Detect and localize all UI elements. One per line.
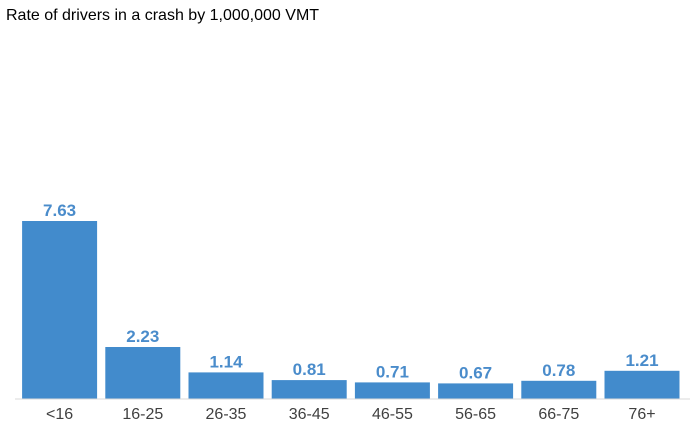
bar-value-label: 0.81 <box>293 360 326 379</box>
x-tick-label: <16 <box>46 406 73 423</box>
x-tick-label: 36-45 <box>289 406 330 423</box>
bar-value-label: 2.23 <box>126 327 159 346</box>
x-tick-label: 66-75 <box>538 406 579 423</box>
bar-value-label: 1.14 <box>209 352 243 371</box>
x-tick-label: 16-25 <box>122 406 163 423</box>
bar-5 <box>354 382 430 399</box>
bar-value-label: 0.78 <box>542 361 575 380</box>
chart-title: Rate of drivers in a crash by 1,000,000 … <box>6 7 320 24</box>
x-tick-label: 56-65 <box>455 406 496 423</box>
bars-layer <box>22 221 680 399</box>
x-tick-label: 26-35 <box>206 406 247 423</box>
tick-labels-layer: <16 16-25 26-35 36-45 46-55 56-65 66-75 76+ <box>46 406 656 423</box>
bar-8 <box>604 370 680 399</box>
bar-value-label: 0.71 <box>376 362 409 381</box>
bar-3 <box>188 372 264 399</box>
bar-4 <box>271 380 347 399</box>
bar-6 <box>438 383 514 399</box>
bar-7 <box>521 380 597 399</box>
bar-2 <box>105 347 181 399</box>
bar-value-label: 1.21 <box>625 351 658 370</box>
x-tick-label: 46-55 <box>372 406 413 423</box>
bar-1 <box>22 221 98 399</box>
x-tick-label: 76+ <box>628 406 655 423</box>
value-labels-layer: 7.63 2.23 1.14 0.81 0.71 0.67 0.78 1.21 <box>43 201 658 382</box>
bar-value-label: 0.67 <box>459 363 492 382</box>
bar-value-label: 7.63 <box>43 201 76 220</box>
